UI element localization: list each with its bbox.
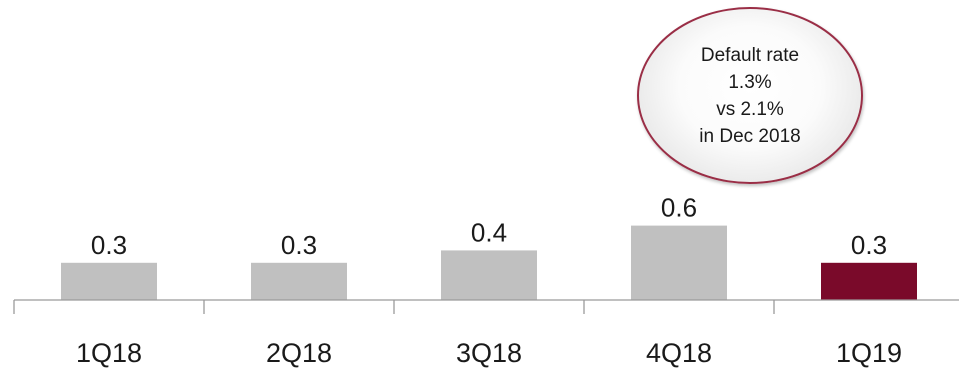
x-axis-ticks-group: [13, 300, 775, 314]
callout-line-3: vs 2.1%: [716, 98, 784, 120]
bar-labels-group: 0.3 0.3 0.4 0.6 0.3: [91, 193, 887, 260]
data-label: 0.3: [851, 230, 887, 260]
default-rate-callout: Default rate 1.3% vs 2.1% in Dec 2018: [637, 7, 863, 184]
bar-1q18: [61, 262, 157, 300]
data-label: 0.6: [661, 193, 697, 223]
data-label: 0.3: [281, 230, 317, 260]
x-tick-label: 3Q18: [456, 338, 522, 368]
bar-1q19: [821, 262, 917, 300]
bar-2q18: [251, 262, 347, 300]
bar-3q18: [441, 250, 537, 300]
x-tick-label: 2Q18: [266, 338, 332, 368]
callout-line-4: in Dec 2018: [699, 125, 801, 147]
data-label: 0.4: [471, 217, 507, 247]
x-tick-label: 4Q18: [646, 338, 712, 368]
bars-group: [61, 225, 917, 300]
bar-4q18: [631, 225, 727, 300]
callout-line-1: Default rate: [700, 44, 800, 66]
callout-line-2: 1.3%: [728, 71, 772, 93]
x-axis-labels-group: 1Q18 2Q18 3Q18 4Q18 1Q19: [76, 338, 902, 368]
x-tick-label: 1Q19: [836, 338, 902, 368]
data-label: 0.3: [91, 230, 127, 260]
x-tick-label: 1Q18: [76, 338, 142, 368]
